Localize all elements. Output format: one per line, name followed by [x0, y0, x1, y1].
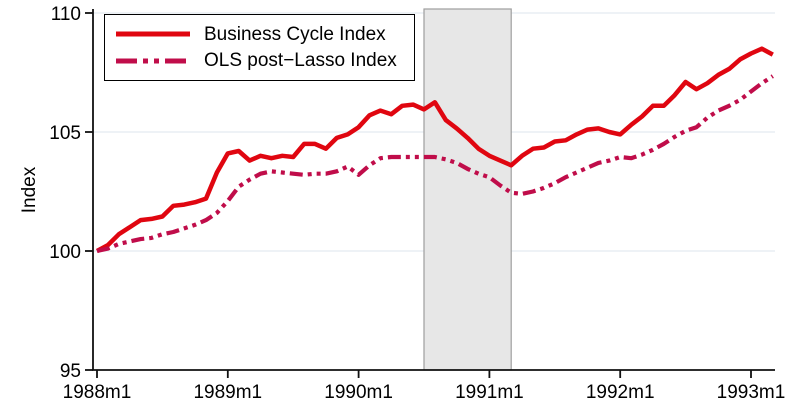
x-tick-label: 1988m1	[63, 382, 132, 403]
series-line-0	[95, 46, 774, 253]
dash-dot-line-swatch-icon	[116, 58, 190, 64]
y-tick-label: 100	[49, 242, 81, 263]
legend-label: OLS post−Lasso Index	[204, 50, 397, 72]
solid-line-swatch-icon	[116, 31, 190, 37]
x-tick-label: 1990m1	[324, 382, 393, 403]
x-tick-label: 1993m1	[717, 382, 786, 403]
recession-band	[423, 8, 512, 371]
legend-item-ols-post-lasso-index: OLS post−Lasso Index	[115, 51, 404, 70]
y-tick-label: 110	[51, 4, 81, 25]
y-axis-title: Index	[19, 166, 40, 214]
legend-label: Business Cycle Index	[204, 23, 386, 45]
x-tick-label: 1992m1	[586, 382, 655, 403]
y-tick-label: 95	[60, 361, 81, 382]
x-tick-label: 1989m1	[193, 382, 262, 403]
x-tick-label: 1991m1	[455, 382, 524, 403]
series-line-1	[96, 74, 774, 254]
y-tick-label: 105	[49, 123, 81, 144]
legend-item-business-cycle-index: Business Cycle Index	[115, 25, 404, 44]
legend-box: Business Cycle Index OLS post−Lasso Inde…	[104, 14, 415, 81]
